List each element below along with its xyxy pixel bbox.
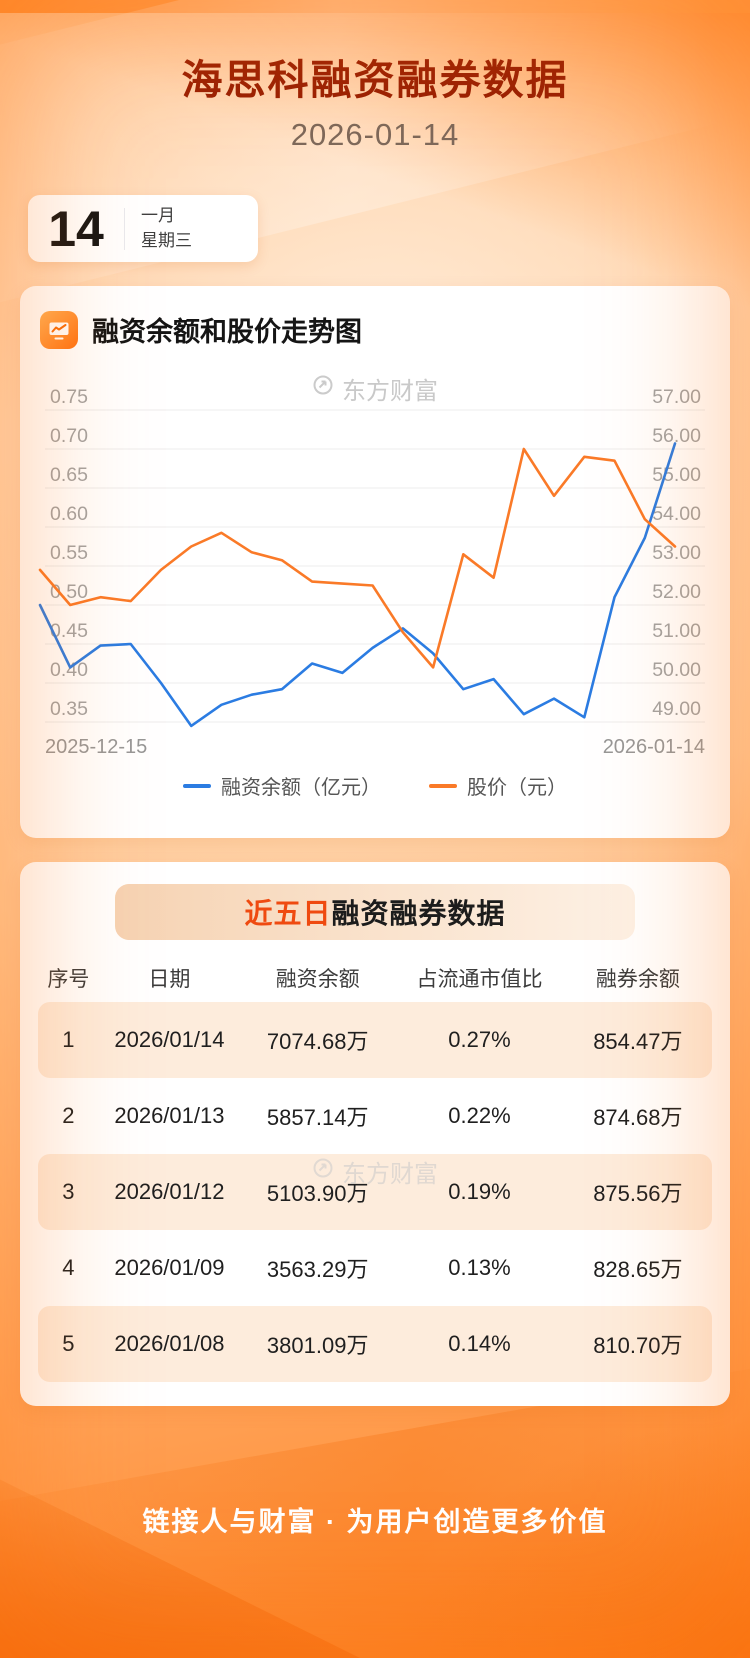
chart-svg: 0.75 57.00 0.70 56.00 0.65 55.00 0.60 54.00 0.55… bbox=[38, 386, 705, 758]
chart-section-title: 融资余额和股价走势图 bbox=[92, 317, 362, 347]
table-cell: 5 bbox=[62, 1331, 75, 1356]
table-header-cell: 融资余额 bbox=[275, 968, 360, 991]
right-axis-label: 56.00 bbox=[652, 425, 701, 447]
table-cell: 2026/01/14 bbox=[114, 1027, 225, 1052]
right-axis-label: 55.00 bbox=[652, 464, 701, 486]
calendar-weekday: 星期三 bbox=[141, 230, 192, 250]
right-axis-label: 49.00 bbox=[652, 698, 701, 720]
table-cell: 3563.29万 bbox=[266, 1257, 369, 1282]
table-cell: 5857.14万 bbox=[266, 1105, 369, 1130]
margin-data-table: 序号 日期 融资余额 占流通市值比 融券余额 1 2026/01/14 7074.68万 0.2… bbox=[38, 954, 712, 1382]
table-cell: 2026/01/12 bbox=[114, 1179, 225, 1204]
table-cell: 2026/01/08 bbox=[114, 1331, 225, 1356]
table-cell: 4 bbox=[62, 1255, 75, 1280]
table-cell: 875.56万 bbox=[593, 1181, 683, 1206]
legend-label: 融资余额（亿元） bbox=[221, 777, 381, 799]
chart-area: 东方财富 0.75 57.00 0.70 56.00 0.65 55.00 0.60 54.0… bbox=[20, 351, 730, 831]
table-cell: 854.47万 bbox=[593, 1029, 683, 1054]
table-cell: 0.27% bbox=[448, 1027, 511, 1052]
top-strip-decoration bbox=[0, 0, 750, 13]
table-row: 5 2026/01/08 3801.09万 0.14% 810.70万 bbox=[38, 1306, 712, 1382]
chart-icon bbox=[40, 310, 78, 349]
chart-card: 融资余额和股价走势图 东方财富 0.75 57.00 0.70 56.00 0.65 55… bbox=[20, 286, 730, 838]
left-axis-label: 0.70 bbox=[50, 425, 88, 447]
left-axis-label: 0.40 bbox=[50, 659, 88, 681]
table-header-cell: 序号 bbox=[47, 968, 90, 991]
table-row: 2 2026/01/13 5857.14万 0.22% 874.68万 bbox=[38, 1078, 712, 1154]
x-axis-end-label: 2026-01-14 bbox=[603, 736, 705, 758]
table-cell: 7074.68万 bbox=[266, 1029, 369, 1054]
left-axis-label: 0.50 bbox=[50, 581, 88, 603]
left-axis-label: 0.45 bbox=[50, 620, 88, 642]
table-header-cell: 日期 bbox=[148, 968, 191, 991]
table-header-cell: 融券余额 bbox=[595, 968, 680, 991]
left-axis-label: 0.55 bbox=[50, 542, 88, 564]
x-axis-start-label: 2025-12-15 bbox=[45, 736, 147, 758]
legend-line-swatch bbox=[183, 783, 211, 788]
right-axis-label: 51.00 bbox=[652, 620, 701, 642]
left-axis-label: 0.75 bbox=[50, 386, 88, 408]
table-title: 近五日 融资融券数据 bbox=[115, 884, 635, 940]
margin-balance-line bbox=[38, 442, 677, 728]
right-axis-label: 52.00 bbox=[652, 581, 701, 603]
left-axis-label: 0.35 bbox=[50, 698, 88, 720]
calendar-day: 14 bbox=[48, 200, 104, 257]
table-cell: 0.22% bbox=[448, 1103, 511, 1128]
table-cell: 3 bbox=[62, 1179, 75, 1204]
right-axis-label: 54.00 bbox=[652, 503, 701, 525]
table-cell: 810.70万 bbox=[593, 1333, 683, 1358]
table-row: 4 2026/01/09 3563.29万 0.13% 828.65万 bbox=[38, 1230, 712, 1306]
stock-price-line bbox=[38, 447, 677, 669]
table-header-row: 序号 日期 融资余额 占流通市值比 融券余额 bbox=[38, 954, 712, 1002]
table-cell: 2026/01/09 bbox=[114, 1255, 225, 1280]
chart-legend: 融资余额（亿元） 股价（元） bbox=[20, 771, 730, 800]
right-axis-label: 53.00 bbox=[652, 542, 701, 564]
page-title: 海思科融资融券数据 bbox=[181, 57, 569, 103]
page-date: 2026-01-14 bbox=[290, 117, 460, 152]
footer-slogan: 链接人与财富 · 为用户创造更多价值 bbox=[142, 1507, 608, 1537]
legend-label: 股价（元） bbox=[467, 777, 567, 799]
table-row: 3 2026/01/12 5103.90万 0.19% 875.56万 bbox=[38, 1154, 712, 1230]
table-cell: 2026/01/13 bbox=[114, 1103, 225, 1128]
table-title-highlight: 近五日 bbox=[244, 898, 332, 929]
right-axis-label: 57.00 bbox=[652, 386, 701, 408]
line-chart: 0.75 57.00 0.70 56.00 0.65 55.00 0.60 54.00 0.55… bbox=[20, 351, 730, 831]
table-cell: 2 bbox=[62, 1103, 75, 1128]
table-cell: 5103.90万 bbox=[266, 1181, 369, 1206]
table-cell: 0.19% bbox=[448, 1179, 511, 1204]
legend-item: 融资余额（亿元） bbox=[183, 771, 381, 800]
table-cell: 874.68万 bbox=[593, 1105, 683, 1130]
calendar-card: 14 一月 星期三 bbox=[28, 195, 258, 262]
table-card: 近五日 融资融券数据 东方财富 序号 日期 融资余额 占流通市值比 融券余额 1 2026/0… bbox=[20, 862, 730, 1406]
table-row: 1 2026/01/14 7074.68万 0.27% 854.47万 bbox=[38, 1002, 712, 1078]
calendar-month: 一月 bbox=[141, 205, 175, 225]
table-header-cell: 占流通市值比 bbox=[416, 968, 543, 991]
left-axis-label: 0.60 bbox=[50, 503, 88, 525]
legend-line-swatch bbox=[429, 783, 457, 788]
table-cell: 0.13% bbox=[448, 1255, 511, 1280]
table-cell: 1 bbox=[62, 1027, 75, 1052]
legend-item: 股价（元） bbox=[429, 771, 567, 800]
table-cell: 0.14% bbox=[448, 1331, 511, 1356]
right-axis-label: 50.00 bbox=[652, 659, 701, 681]
table-cell: 3801.09万 bbox=[266, 1333, 369, 1358]
calendar-divider bbox=[124, 207, 125, 250]
left-axis-label: 0.65 bbox=[50, 464, 88, 486]
table-title-rest: 融资融券数据 bbox=[331, 898, 506, 929]
table-cell: 828.65万 bbox=[593, 1257, 683, 1282]
